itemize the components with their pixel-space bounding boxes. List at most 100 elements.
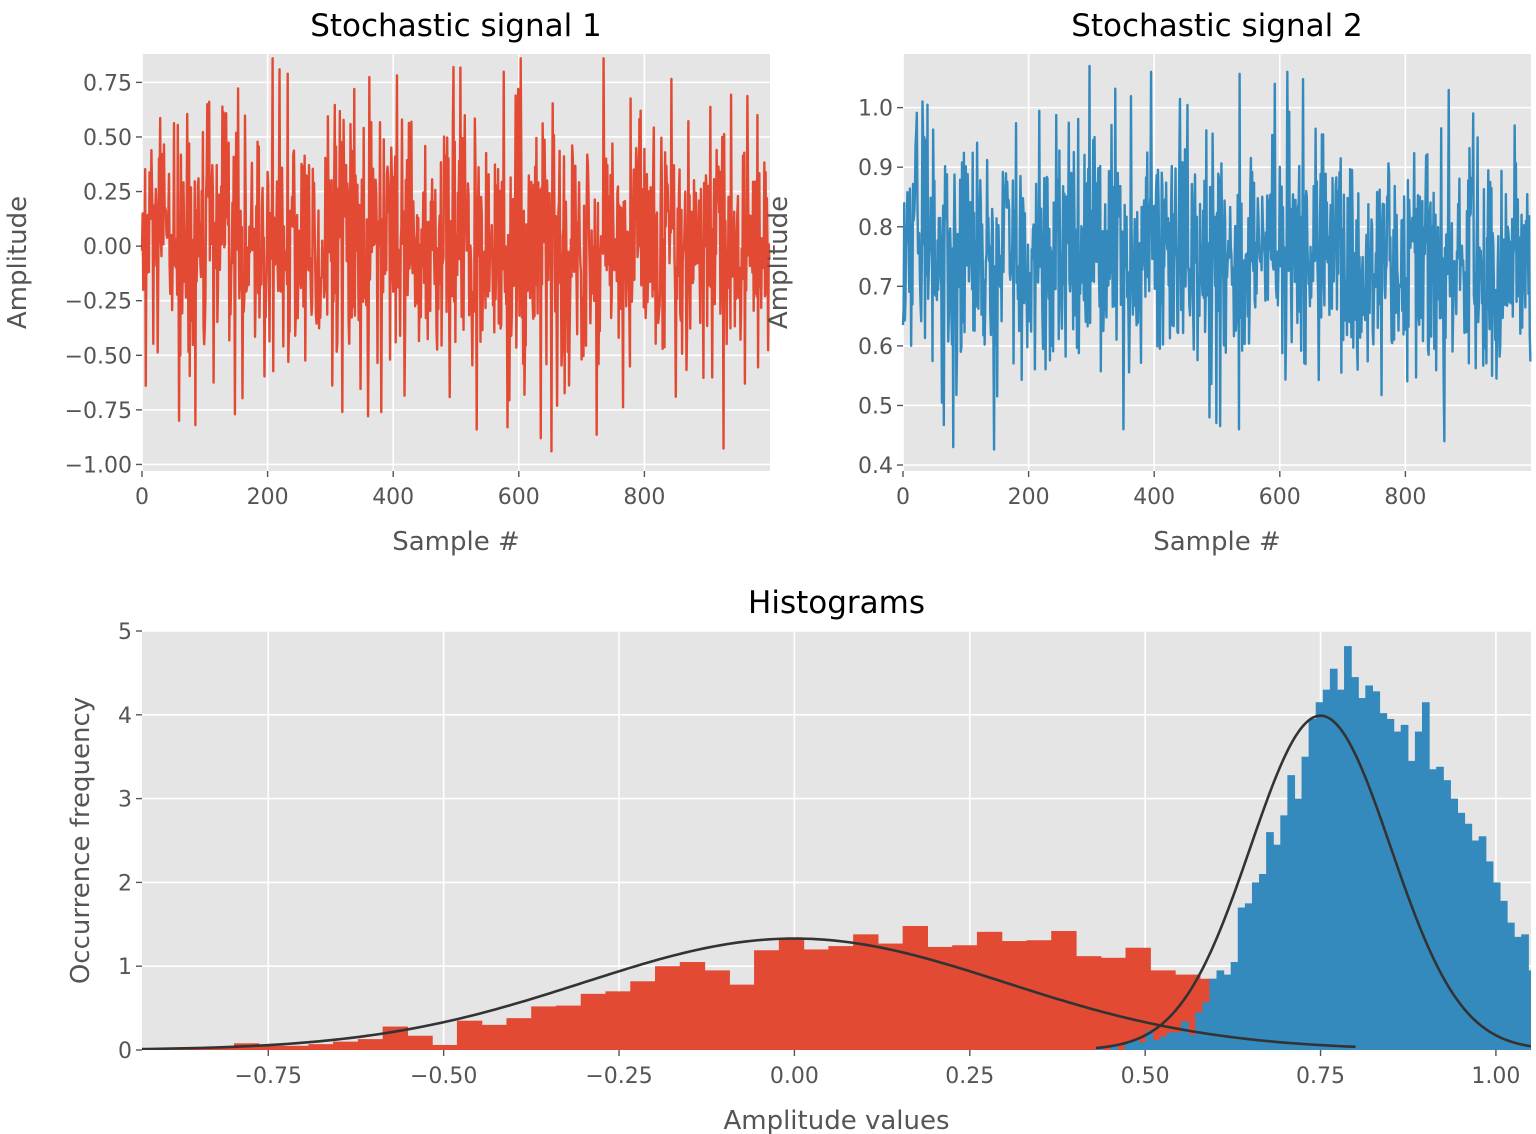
signal-1-histogram-bar: [506, 1018, 532, 1050]
signal-1-histogram-bar: [754, 950, 780, 1050]
signal-2-histogram-bar: [1443, 780, 1451, 1050]
x-tick-label: 800: [1384, 485, 1426, 510]
signal-1-histogram-bar: [1076, 956, 1102, 1050]
signal-2-histogram-bar: [1485, 861, 1494, 1050]
y-tick-label: 1: [118, 955, 132, 980]
signal-2-histogram-bar: [1521, 934, 1529, 1050]
signal-2-histogram-bar: [1223, 974, 1232, 1050]
signal-2-histogram-bar: [1174, 1032, 1182, 1050]
signal-2-histogram-bar: [1308, 718, 1317, 1050]
x-tick-label: 1.00: [1471, 1064, 1520, 1089]
signal-1-histogram-bar: [481, 1024, 508, 1050]
signal-2-histogram-bar: [1464, 823, 1473, 1050]
signal-2-histogram-bar: [1181, 1021, 1189, 1050]
signal-1-histogram-bar: [803, 949, 829, 1050]
signal-1-histogram-bar: [531, 1006, 557, 1050]
y-tick-label: 0.25: [83, 181, 132, 206]
signal-1-histogram-bar: [704, 970, 730, 1050]
signal-2-histogram-bar: [1386, 718, 1395, 1050]
signal-2-histogram-bar: [1457, 812, 1466, 1050]
histograms-chart: −0.75 −0.50 −0.25 0.00 0.25 0.50 0.75 1.00 0 1 2 3 4…: [66, 585, 1531, 1134]
signal-2-histogram-bar: [1499, 900, 1508, 1050]
signal-2-histogram-bar: [1344, 646, 1352, 1050]
signal-1-histogram-bar: [976, 931, 1003, 1050]
signal-1-histogram-bar: [605, 991, 631, 1050]
signal-2-histogram-bar: [1138, 1042, 1147, 1050]
signal-2-histogram-bar: [1322, 689, 1331, 1050]
y-tick-label: −0.25: [65, 290, 132, 315]
x-tick-label: 600: [498, 485, 540, 510]
signal-2-histogram-bar: [1492, 882, 1501, 1050]
x-axis-label: Sample #: [392, 527, 520, 557]
signal-2-histogram-bar: [1131, 1039, 1140, 1050]
signal-2-histogram-bar: [1365, 685, 1373, 1050]
chart-title: Stochastic signal 2: [1071, 8, 1363, 44]
x-tick-label: −0.25: [585, 1064, 652, 1089]
signal-2-histogram-bar: [1209, 978, 1218, 1050]
x-tick-label: −0.50: [410, 1064, 477, 1089]
signal-1-histogram-bar: [655, 966, 681, 1050]
y-tick-label: −0.75: [65, 399, 132, 424]
histogram-bars: [142, 646, 1531, 1050]
signal-2-histogram-bar: [1251, 882, 1260, 1050]
y-tick-label: 4: [118, 704, 132, 729]
y-tick-label: 0.5: [858, 394, 893, 419]
signal-1-histogram-bar: [209, 1047, 235, 1050]
signal-2-histogram-bar: [1230, 962, 1239, 1050]
signal-2-histogram-bar: [1379, 713, 1388, 1050]
x-tick-label: 200: [247, 485, 289, 510]
signal-2-histogram-bar: [1188, 1034, 1196, 1050]
signal-2-histogram-bar: [1152, 1039, 1161, 1050]
signal-1-histogram-bar: [283, 1045, 309, 1050]
signal-1-histogram-bar: [1001, 941, 1028, 1050]
signal-1-histogram-bar: [1051, 931, 1077, 1050]
x-tick-label: 400: [1133, 485, 1175, 510]
x-tick-label: 0.25: [945, 1064, 994, 1089]
signal-1-histogram-bar: [679, 962, 706, 1050]
signal-2-histogram-bar: [1237, 907, 1246, 1050]
signal-2-histogram-bar: [1145, 1030, 1154, 1050]
y-axis-label: Amplitude: [764, 196, 794, 329]
signal-1-histogram-bar: [853, 934, 879, 1050]
signal-2-histogram-bar: [1159, 1036, 1168, 1050]
signal-2-histogram-bar: [1294, 798, 1303, 1050]
x-axis-label: Sample #: [1153, 527, 1281, 557]
y-tick-label: 2: [118, 871, 132, 896]
signal-1-histogram-bar: [630, 981, 656, 1050]
signal-2-histogram-bar: [1478, 836, 1487, 1050]
chart-title: Stochastic signal 1: [310, 8, 602, 44]
signal-2-histogram-bar: [1414, 731, 1423, 1050]
x-tick-label: 400: [372, 485, 414, 510]
signal-2-histogram-bar: [1429, 769, 1437, 1050]
signal-2-chart: 0 200 400 600 800 0.4 0.5 0.6 0.7 0.8 0.9 1.0 Stocha…: [764, 8, 1532, 557]
signal-1-fit-curve: [142, 937, 1356, 1050]
signal-2-histogram-bar: [1393, 731, 1402, 1050]
signal-2-histogram-bar: [1436, 766, 1444, 1050]
signal-1-line: [140, 57, 771, 453]
y-tick-label: 0.4: [858, 454, 893, 479]
signal-1-histogram-bar: [308, 1044, 334, 1050]
signal-1-histogram-bar: [952, 945, 978, 1050]
signal-2-histogram-bar: [1528, 970, 1531, 1050]
y-tick-label: 0.00: [83, 235, 132, 260]
signal-1-histogram-bar: [778, 937, 805, 1050]
signal-2-histogram-bar: [1514, 936, 1522, 1050]
signal-2-histogram-bar: [1450, 798, 1459, 1050]
x-tick-label: 0: [135, 485, 149, 510]
signal-2-histogram-bar: [1315, 702, 1324, 1050]
signal-2-histogram-bar: [1336, 689, 1345, 1050]
signal-2-histogram-bar: [1358, 698, 1366, 1050]
x-tick-label: 600: [1259, 485, 1301, 510]
signal-2-histogram-bar: [1280, 815, 1288, 1050]
signal-1-histogram-bar: [258, 1045, 285, 1050]
signal-2-histogram-bar: [1287, 775, 1296, 1050]
signal-1-histogram-bar: [432, 1044, 458, 1050]
signal-2-histogram-bar: [1329, 668, 1338, 1050]
signal-2-line: [901, 64, 1532, 451]
signal-2-histogram-bar: [1244, 903, 1253, 1050]
signal-1-histogram-bar: [877, 943, 904, 1050]
x-tick-label: 200: [1008, 485, 1050, 510]
y-tick-label: 3: [118, 788, 132, 813]
signal-1-histogram-bar: [357, 1039, 384, 1050]
